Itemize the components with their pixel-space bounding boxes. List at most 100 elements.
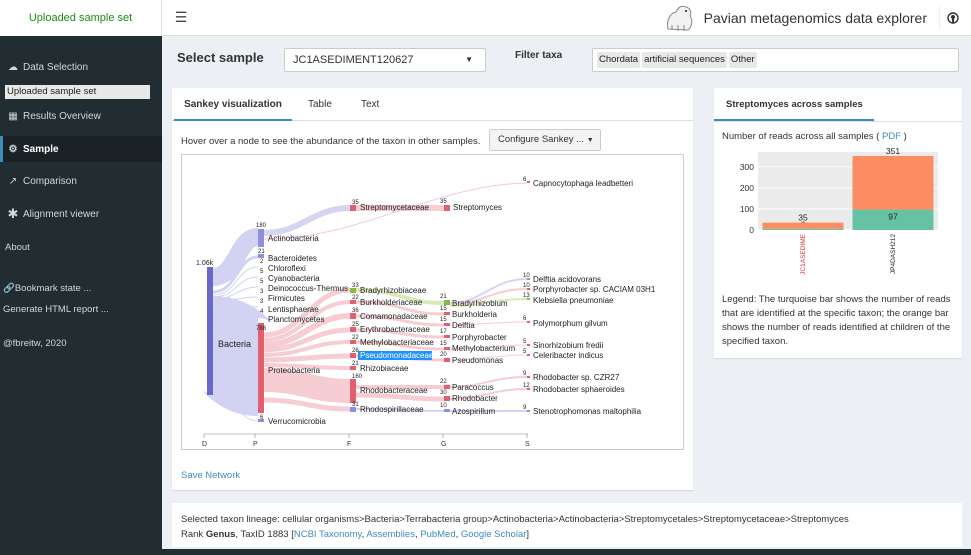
filter-taxa-label: Filter taxa: [515, 50, 563, 61]
configure-label: Configure Sankey ...: [498, 134, 585, 145]
sankey-node-root: [207, 267, 213, 395]
rank-label: Rank: [181, 529, 206, 540]
sankey-node-value: 21: [440, 294, 447, 300]
sankey-link: [212, 304, 259, 318]
pubmed-link[interactable]: PubMed: [420, 529, 456, 540]
sankey-node-label: Stenotrophomonas maltophilia: [533, 407, 642, 416]
sankey-link: [449, 354, 528, 361]
sankey-node-label: Celeribacter indicus: [533, 351, 603, 360]
filter-tag[interactable]: Other: [728, 52, 757, 68]
sidebar-item-comparison[interactable]: ↗ Comparison: [0, 168, 162, 194]
sankey-node-value: 180: [256, 223, 267, 229]
sankey-node-value: 25: [352, 322, 359, 328]
sankey-link: [212, 276, 259, 298]
tab-text[interactable]: Text: [361, 99, 380, 110]
sankey-highlight: [358, 351, 432, 360]
sankey-node-label: Proteobacteria: [268, 366, 321, 375]
tab-streptomyces-across-samples[interactable]: Streptomyces across samples: [714, 88, 874, 121]
sankey-node-label: Burkholderiaceae: [360, 298, 423, 307]
reads-bar-chart[interactable]: 0100200300635JC1ASEDIME97351JP4DASH212: [714, 144, 962, 294]
bookmark-label: Bookmark state ...: [14, 283, 92, 294]
rank-label: F: [347, 441, 351, 448]
bar-segment: [762, 228, 844, 230]
sidebar-item-about[interactable]: About: [5, 242, 30, 253]
sankey-link: [263, 353, 351, 363]
sankey-node-label: Capnocytophaga leadbetteri: [533, 179, 633, 188]
sankey-node-label: Rhodobacter: [452, 394, 498, 403]
sankey-node-genus: [444, 347, 450, 350]
sankey-container[interactable]: 1.06k Bacteria 180 Actinobacteria 21 Bac…: [181, 154, 684, 450]
sankey-node-family: [350, 353, 356, 358]
sankey-link: [449, 288, 528, 305]
sankey-node-species: [527, 288, 530, 290]
sankey-node-label: Bradyrhizobium: [452, 299, 508, 308]
sankey-node-label: Streptomycetaceae: [360, 203, 429, 212]
tab-sankey[interactable]: Sankey visualization: [174, 88, 292, 121]
sankey-node-label: Actinobacteria: [268, 234, 319, 243]
sankey-node-species: [527, 321, 530, 323]
filter-taxa-input[interactable]: Chordata artificial sequences Other: [592, 48, 959, 72]
save-network-link[interactable]: Save Network: [181, 470, 241, 481]
sankey-node-family: [350, 379, 356, 403]
bookmark-state-link[interactable]: 🔗Bookmark state ...: [3, 283, 91, 294]
rank-value: Genus: [205, 529, 236, 540]
sankey-node-value: 22: [352, 295, 359, 301]
sample-select[interactable]: JC1ASEDIMENT120627 ▼: [284, 48, 486, 72]
ncbi-taxonomy-link[interactable]: NCBI Taxonomy: [293, 529, 362, 540]
sankey-node-label: Porphyrobacter: [452, 333, 507, 342]
filter-tag[interactable]: artificial sequences: [642, 52, 727, 68]
sankey-diagram[interactable]: 1.06k Bacteria 180 Actinobacteria 21 Bac…: [182, 155, 685, 451]
sidebar-item-results-overview[interactable]: ▦ Results Overview: [0, 103, 162, 129]
sankey-link: [212, 302, 259, 308]
sankey-link: [449, 278, 528, 304]
tab-table[interactable]: Table: [308, 99, 332, 110]
sankey-node-phylum: [258, 254, 264, 258]
sankey-link: [449, 376, 528, 388]
sankey-node-family: [350, 205, 356, 211]
sankey-link: [211, 228, 260, 286]
tab-divider: [714, 121, 962, 122]
sidebar-item-label: Data Selection: [23, 61, 89, 73]
generate-report-link[interactable]: Generate HTML report ...: [3, 304, 109, 315]
reads-title-text: Number of reads across all samples (: [722, 131, 880, 142]
sidebar-item-data-selection[interactable]: ☁ Data Selection: [0, 54, 162, 80]
bar-segment: [852, 156, 934, 210]
sankey-node-species: [527, 181, 530, 183]
sankey-hint: Hover over a node to see the abundance o…: [181, 136, 481, 147]
pdf-link[interactable]: PDF: [881, 131, 901, 142]
bar-segment: [762, 222, 844, 229]
sankey-node-value: 5: [523, 349, 527, 355]
sankey-node-label: Pseudomonas: [452, 356, 503, 365]
sidebar-item-label: Alignment viewer: [23, 208, 100, 220]
sankey-node-value: 26: [352, 348, 359, 354]
filter-tag[interactable]: Chordata: [597, 52, 641, 68]
app-logo[interactable]: Uploaded sample set: [0, 0, 162, 36]
pavian-logo-icon: [666, 5, 692, 31]
sankey-node-family: [350, 327, 356, 332]
sankey-link: [449, 388, 528, 400]
sidebar-subitem-uploaded-sample-set[interactable]: Uploaded sample set: [5, 85, 150, 99]
sankey-link: [263, 327, 351, 353]
sankey-link: [263, 287, 351, 338]
sidebar-item-alignment-viewer[interactable]: ✱ Alignment viewer: [0, 201, 162, 227]
google-scholar-link[interactable]: Google Scholar: [460, 529, 527, 540]
configure-sankey-button[interactable]: Configure Sankey ... ▼: [489, 129, 601, 151]
sankey-node-label: Comamonadaceae: [360, 312, 428, 321]
sidebar-item-sample[interactable]: ⚙ Sample: [0, 136, 162, 162]
hamburger-icon[interactable]: ☰: [174, 8, 188, 25]
sankey-node-genus: [444, 312, 450, 315]
sankey-node-value: 20: [440, 352, 447, 358]
sankey-node-label: Rhodobacter sp. CZR27: [533, 373, 620, 382]
sankey-node-value: 15: [440, 341, 447, 347]
lineage-prefix: Selected taxon lineage:: [181, 514, 283, 525]
assemblies-link[interactable]: Assemblies: [366, 529, 415, 540]
sidebar-item-label: Comparison: [23, 175, 77, 187]
sankey-link: [263, 300, 351, 342]
github-icon[interactable]: [939, 6, 965, 30]
sankey-node-value: 3: [260, 289, 264, 295]
sankey-node-value: 30: [440, 390, 447, 396]
sankey-node-value: 3: [260, 299, 264, 305]
sankey-node-value: 17: [440, 329, 447, 335]
sankey-node-family: [350, 407, 356, 412]
sankey-node-phylum: [258, 323, 264, 413]
